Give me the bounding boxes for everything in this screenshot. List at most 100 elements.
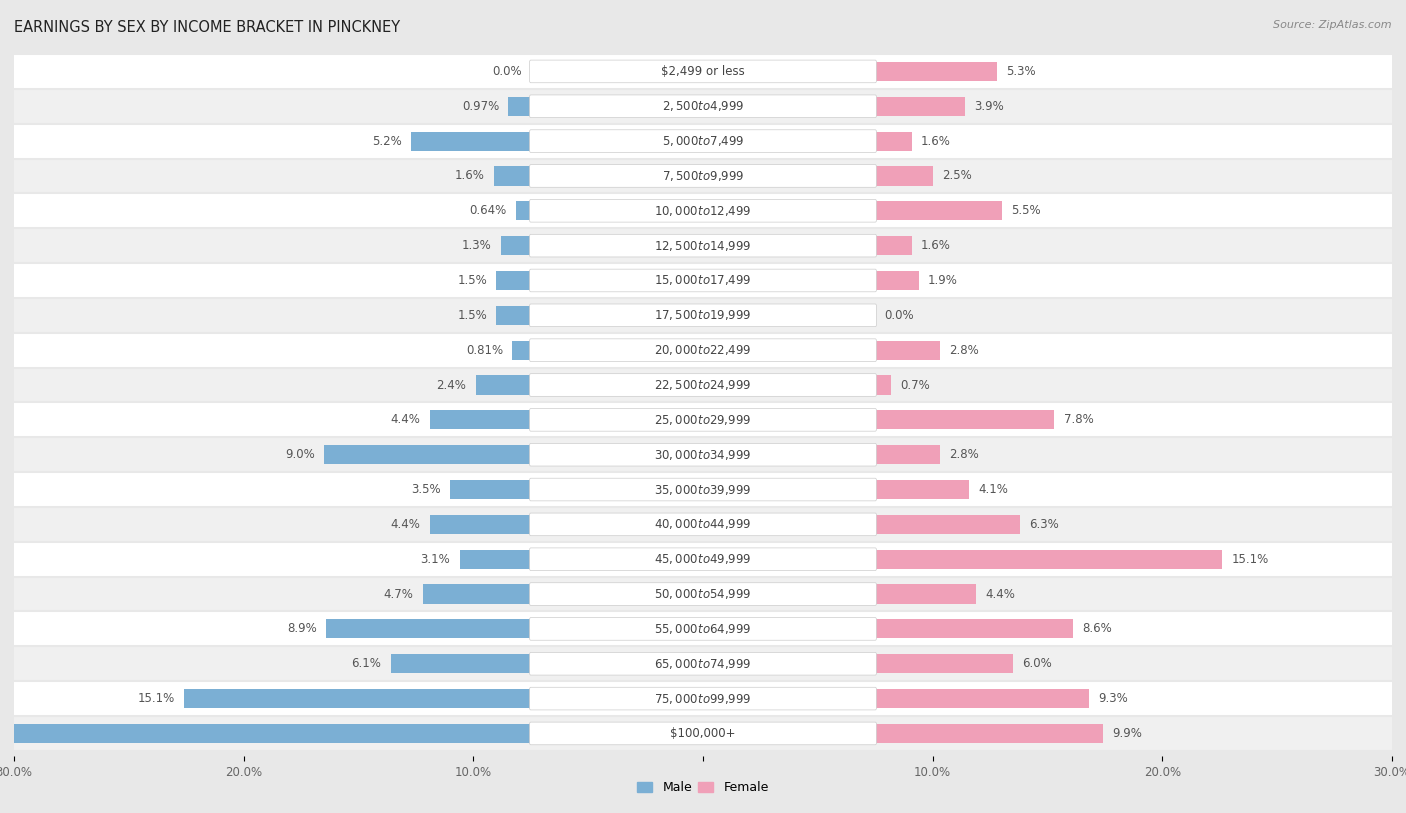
Text: 6.1%: 6.1% xyxy=(352,657,381,670)
Text: 0.97%: 0.97% xyxy=(463,100,499,113)
Text: $2,499 or less: $2,499 or less xyxy=(661,65,745,78)
Text: 2.8%: 2.8% xyxy=(949,344,979,357)
Text: 4.4%: 4.4% xyxy=(986,588,1015,601)
Text: 1.5%: 1.5% xyxy=(457,274,486,287)
Text: 4.4%: 4.4% xyxy=(391,518,420,531)
Bar xyxy=(875,585,976,603)
Text: 1.3%: 1.3% xyxy=(463,239,492,252)
Bar xyxy=(875,620,1073,638)
Text: $35,000 to $39,999: $35,000 to $39,999 xyxy=(654,483,752,497)
Bar xyxy=(323,445,531,464)
Bar xyxy=(326,620,531,638)
FancyBboxPatch shape xyxy=(530,618,876,640)
FancyBboxPatch shape xyxy=(530,339,876,362)
Bar xyxy=(875,654,1012,673)
Text: 0.64%: 0.64% xyxy=(470,204,508,217)
Bar xyxy=(14,333,1392,367)
FancyBboxPatch shape xyxy=(530,652,876,675)
Bar xyxy=(875,445,939,464)
Text: 8.9%: 8.9% xyxy=(287,623,318,636)
Text: $15,000 to $17,499: $15,000 to $17,499 xyxy=(654,273,752,288)
FancyBboxPatch shape xyxy=(530,408,876,431)
Text: 5.5%: 5.5% xyxy=(1011,204,1040,217)
Bar xyxy=(496,271,531,290)
Text: $50,000 to $54,999: $50,000 to $54,999 xyxy=(654,587,752,601)
Bar xyxy=(475,376,531,394)
Bar xyxy=(496,306,531,325)
Text: $22,500 to $24,999: $22,500 to $24,999 xyxy=(654,378,752,392)
Text: 1.6%: 1.6% xyxy=(456,169,485,182)
Text: 9.3%: 9.3% xyxy=(1098,692,1128,705)
Text: 7.8%: 7.8% xyxy=(1063,413,1094,426)
Bar xyxy=(412,132,531,150)
Text: 3.9%: 3.9% xyxy=(974,100,1004,113)
Text: 6.3%: 6.3% xyxy=(1029,518,1059,531)
Text: $25,000 to $29,999: $25,000 to $29,999 xyxy=(654,413,752,427)
Bar xyxy=(875,167,932,185)
Text: Source: ZipAtlas.com: Source: ZipAtlas.com xyxy=(1274,20,1392,30)
FancyBboxPatch shape xyxy=(530,164,876,187)
Text: $17,500 to $19,999: $17,500 to $19,999 xyxy=(654,308,752,322)
Text: EARNINGS BY SEX BY INCOME BRACKET IN PINCKNEY: EARNINGS BY SEX BY INCOME BRACKET IN PIN… xyxy=(14,20,401,35)
Bar xyxy=(14,437,1392,472)
FancyBboxPatch shape xyxy=(530,548,876,571)
Text: $40,000 to $44,999: $40,000 to $44,999 xyxy=(654,517,752,532)
Text: 8.6%: 8.6% xyxy=(1083,623,1112,636)
Bar xyxy=(14,159,1392,193)
FancyBboxPatch shape xyxy=(530,199,876,222)
Bar xyxy=(875,724,1102,743)
Bar xyxy=(14,472,1392,507)
Bar xyxy=(430,515,531,534)
Bar xyxy=(516,201,531,220)
Text: 15.1%: 15.1% xyxy=(138,692,174,705)
Bar xyxy=(14,124,1392,159)
Text: 1.9%: 1.9% xyxy=(928,274,957,287)
Bar xyxy=(494,167,531,185)
Text: 5.3%: 5.3% xyxy=(1007,65,1036,78)
FancyBboxPatch shape xyxy=(530,130,876,153)
Bar xyxy=(14,298,1392,333)
Legend: Male, Female: Male, Female xyxy=(633,776,773,799)
Text: 6.0%: 6.0% xyxy=(1022,657,1052,670)
FancyBboxPatch shape xyxy=(530,583,876,606)
Text: 3.1%: 3.1% xyxy=(420,553,450,566)
FancyBboxPatch shape xyxy=(530,269,876,292)
FancyBboxPatch shape xyxy=(530,687,876,710)
Bar xyxy=(14,54,1392,89)
Bar xyxy=(512,341,531,359)
Bar xyxy=(875,132,912,150)
Text: 4.7%: 4.7% xyxy=(384,588,413,601)
Text: $20,000 to $22,499: $20,000 to $22,499 xyxy=(654,343,752,357)
Bar xyxy=(14,228,1392,263)
Text: $45,000 to $49,999: $45,000 to $49,999 xyxy=(654,552,752,566)
FancyBboxPatch shape xyxy=(530,374,876,396)
Text: 4.1%: 4.1% xyxy=(979,483,1008,496)
Bar xyxy=(875,236,912,255)
Text: $10,000 to $12,499: $10,000 to $12,499 xyxy=(654,204,752,218)
FancyBboxPatch shape xyxy=(530,722,876,745)
Bar xyxy=(14,541,1392,576)
FancyBboxPatch shape xyxy=(530,478,876,501)
Bar xyxy=(875,341,939,359)
Text: 15.1%: 15.1% xyxy=(1232,553,1268,566)
Bar xyxy=(14,367,1392,402)
Text: 0.0%: 0.0% xyxy=(492,65,522,78)
Text: $30,000 to $34,999: $30,000 to $34,999 xyxy=(654,448,752,462)
Bar xyxy=(184,689,531,708)
Bar xyxy=(875,480,969,499)
Bar xyxy=(450,480,531,499)
Bar xyxy=(14,193,1392,228)
Text: 0.0%: 0.0% xyxy=(884,309,914,322)
Bar xyxy=(0,724,531,743)
Text: $65,000 to $74,999: $65,000 to $74,999 xyxy=(654,657,752,671)
Bar xyxy=(391,654,531,673)
Bar xyxy=(14,716,1392,751)
Text: $7,500 to $9,999: $7,500 to $9,999 xyxy=(662,169,744,183)
Bar xyxy=(14,646,1392,681)
Bar xyxy=(875,689,1088,708)
Text: 1.5%: 1.5% xyxy=(457,309,486,322)
FancyBboxPatch shape xyxy=(530,443,876,466)
Text: 4.4%: 4.4% xyxy=(391,413,420,426)
Text: 1.6%: 1.6% xyxy=(921,135,950,148)
Text: $5,000 to $7,499: $5,000 to $7,499 xyxy=(662,134,744,148)
